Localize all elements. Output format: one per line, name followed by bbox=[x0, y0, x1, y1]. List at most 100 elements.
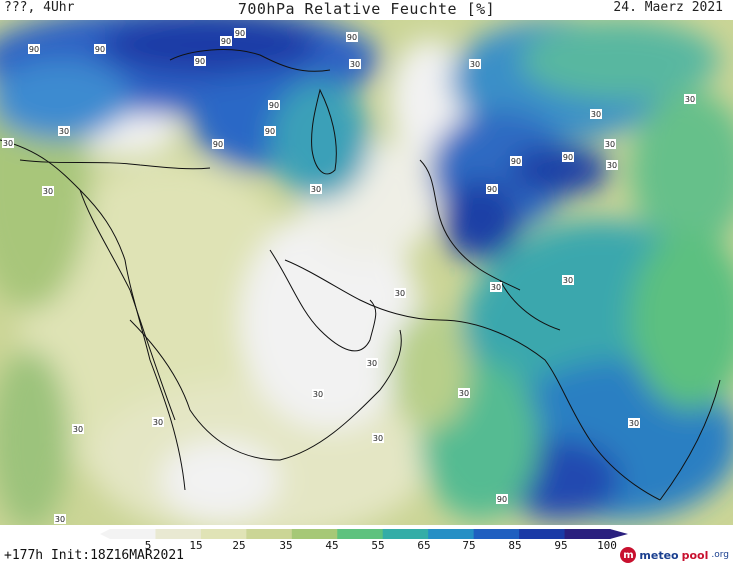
scale-label: 35 bbox=[279, 539, 293, 552]
contour-label: 90 bbox=[221, 37, 231, 46]
contour-label: 30 bbox=[367, 359, 377, 368]
scale-swatch bbox=[246, 529, 293, 539]
contour-label-bg bbox=[42, 186, 54, 196]
contour-label-bg bbox=[628, 418, 640, 428]
contour-label: 30 bbox=[73, 425, 83, 434]
scale-label: 95 bbox=[554, 539, 568, 552]
contour-label: 90 bbox=[487, 185, 497, 194]
scale-swatch bbox=[337, 529, 384, 539]
map-title: 700hPa Relative Feuchte [%] bbox=[237, 0, 496, 18]
meteopool-logo[interactable]: m meteo pool .org bbox=[620, 545, 729, 565]
scale-label: 25 bbox=[232, 539, 246, 552]
contour-label-bg bbox=[268, 100, 280, 110]
contour-label-bg bbox=[58, 126, 70, 136]
scale-swatch bbox=[291, 529, 338, 539]
contour-label: 30 bbox=[605, 140, 615, 149]
border-pak-india bbox=[499, 279, 561, 331]
black-sea bbox=[169, 49, 331, 72]
brand-pool: pool bbox=[681, 548, 709, 562]
arabia-south-coast bbox=[129, 319, 402, 461]
contour-label: 30 bbox=[153, 418, 163, 427]
contour-label: 30 bbox=[563, 276, 573, 285]
brand-meteo: meteo bbox=[639, 548, 679, 562]
valid-day-hour: ???, 4Uhr bbox=[4, 0, 75, 15]
meteopool-logo-icon: m bbox=[620, 547, 637, 563]
contour-label: 90 bbox=[269, 101, 279, 110]
contour-label-bg bbox=[562, 275, 574, 285]
contour-label-bg bbox=[2, 138, 14, 148]
contour-label-bg bbox=[264, 126, 276, 136]
humidity-field: 90 90 90 90 90 90 90 90 90 90 90 90 90 30 30 30 30 30 30 30… bbox=[0, 20, 733, 525]
india-east-coast bbox=[659, 379, 721, 501]
contour-label-bg bbox=[54, 514, 66, 524]
contour-label-bg bbox=[194, 56, 206, 66]
contour-label: 30 bbox=[59, 127, 69, 136]
contour-label: 30 bbox=[311, 185, 321, 194]
med-coast bbox=[19, 159, 211, 170]
scale-arrow-high bbox=[610, 529, 628, 539]
contour-label-bg bbox=[372, 433, 384, 443]
scale-arrow-low bbox=[100, 529, 110, 539]
contour-label: 90 bbox=[195, 57, 205, 66]
contour-label-bg bbox=[310, 184, 322, 194]
contour-label-bg bbox=[496, 494, 508, 504]
contour-label-bg bbox=[94, 44, 106, 54]
scale-label: 5 bbox=[144, 539, 152, 552]
scale-swatch bbox=[473, 529, 520, 539]
contour-label-bg bbox=[604, 139, 616, 149]
contour-label: 30 bbox=[3, 139, 13, 148]
scale-swatch bbox=[519, 529, 566, 539]
contour-label-bg bbox=[72, 424, 84, 434]
run-info: +177h Init:18Z16MAR2021 bbox=[4, 548, 185, 563]
contour-label: 30 bbox=[591, 110, 601, 119]
contour-label: 30 bbox=[395, 289, 405, 298]
contour-label: 90 bbox=[95, 45, 105, 54]
scale-swatch bbox=[110, 529, 156, 539]
contour-label: 30 bbox=[55, 515, 65, 524]
scale-label: 15 bbox=[189, 539, 203, 552]
contour-label-bg bbox=[490, 282, 502, 292]
contour-label: 30 bbox=[313, 390, 323, 399]
contour-label: 30 bbox=[470, 60, 480, 69]
contour-label-bg bbox=[346, 32, 358, 42]
contour-label: 30 bbox=[43, 187, 53, 196]
contour-label: 90 bbox=[29, 45, 39, 54]
contour-label-bg bbox=[606, 160, 618, 170]
weather-map: 90 90 90 90 90 90 90 90 90 90 90 90 90 30 30 30 30 30 30 30… bbox=[0, 20, 733, 525]
contour-label: 30 bbox=[629, 419, 639, 428]
contour-label-bg bbox=[510, 156, 522, 166]
red-sea-west-coast bbox=[0, 139, 186, 491]
contour-label: 90 bbox=[497, 495, 507, 504]
scale-swatch bbox=[200, 529, 247, 539]
scale-label: 45 bbox=[325, 539, 339, 552]
contour-label-bg bbox=[152, 417, 164, 427]
contour-label: 90 bbox=[563, 153, 573, 162]
contour-label: 90 bbox=[213, 140, 223, 149]
contour-label-bg bbox=[212, 139, 224, 149]
scale-label: 75 bbox=[462, 539, 476, 552]
contour-label-bg bbox=[234, 28, 246, 38]
contour-label-bg bbox=[486, 184, 498, 194]
contour-label: 90 bbox=[265, 127, 275, 136]
contour-label: 90 bbox=[347, 33, 357, 42]
contour-label: 30 bbox=[459, 389, 469, 398]
red-sea-east-coast bbox=[79, 189, 176, 421]
contour-label: 30 bbox=[491, 283, 501, 292]
scale-label: 55 bbox=[371, 539, 385, 552]
contour-label-bg bbox=[562, 152, 574, 162]
contour-label-bg bbox=[590, 109, 602, 119]
contour-label: 30 bbox=[350, 60, 360, 69]
contour-label-bg bbox=[28, 44, 40, 54]
scale-swatch bbox=[155, 529, 202, 539]
gulf-coast bbox=[269, 249, 377, 352]
contour-label-bg bbox=[469, 59, 481, 69]
contour-label-bg bbox=[458, 388, 470, 398]
scale-swatch bbox=[428, 529, 475, 539]
scale-swatch bbox=[382, 529, 429, 539]
scale-label: 85 bbox=[508, 539, 522, 552]
contour-label-bg bbox=[366, 358, 378, 368]
scale-label: 65 bbox=[417, 539, 431, 552]
contour-label: 30 bbox=[607, 161, 617, 170]
contour-label-bg bbox=[220, 36, 232, 46]
contour-label: 90 bbox=[511, 157, 521, 166]
